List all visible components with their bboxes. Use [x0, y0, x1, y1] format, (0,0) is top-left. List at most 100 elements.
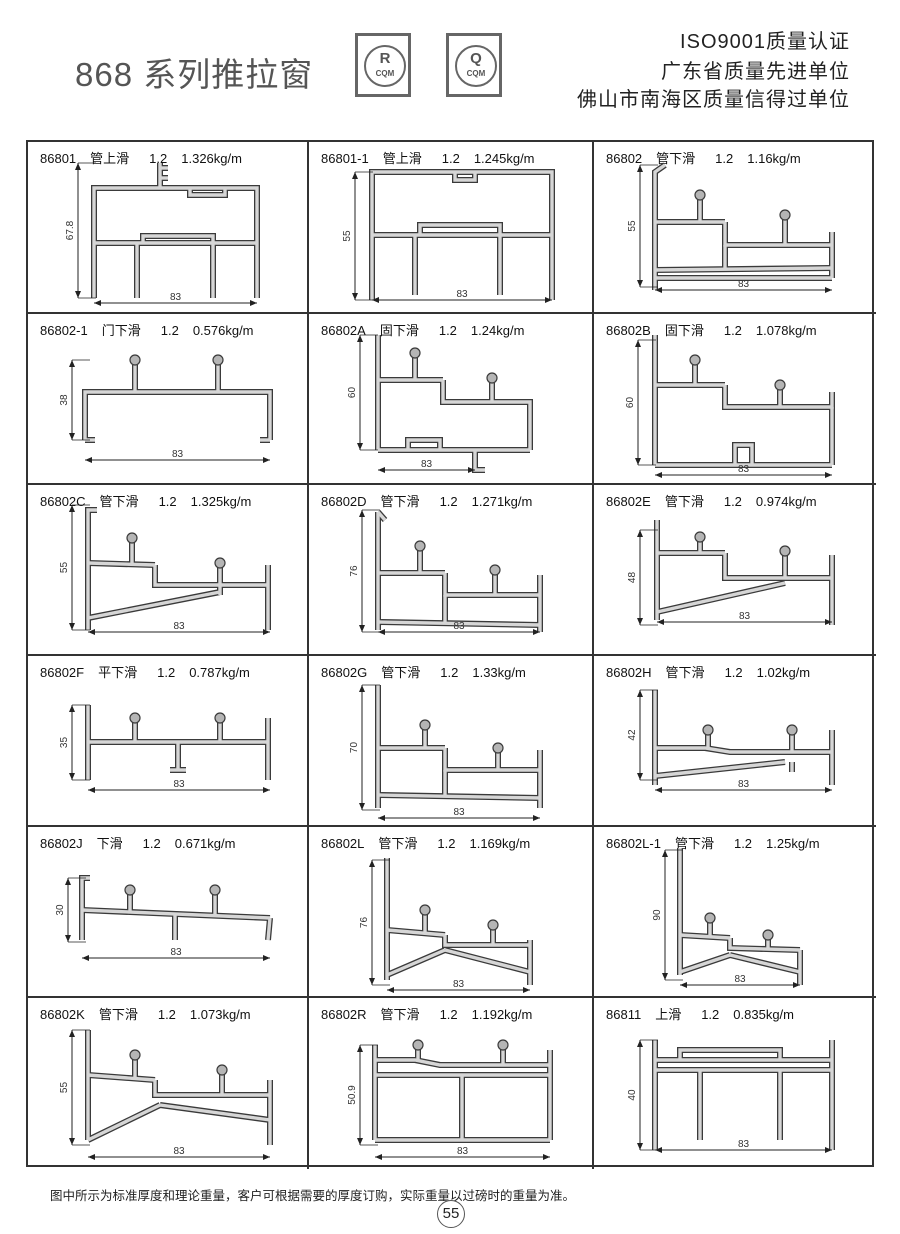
arrow-right-icon — [250, 300, 257, 306]
profile-thickness: 1.2 — [733, 836, 753, 851]
profile-cell: 86802F 平下滑 1.2 0.787kg/m — [28, 656, 309, 827]
profile-knob — [209, 884, 221, 896]
profile-fill — [729, 953, 801, 974]
height-dimension: 55 — [59, 562, 70, 574]
profile-knob — [497, 1039, 509, 1051]
width-dimension: 83 — [738, 779, 750, 790]
profile-fill — [654, 760, 786, 778]
height-dimension: 42 — [627, 729, 638, 741]
arrow-right-icon — [545, 297, 552, 303]
width-dimension: 83 — [739, 611, 751, 622]
profile-name: 管下滑 — [98, 1007, 138, 1022]
profile-thickness: 1.2 — [724, 665, 743, 680]
profile-name: 管下滑 — [664, 494, 704, 509]
profile-knob — [412, 1039, 424, 1051]
profile-thickness: 1.2 — [160, 323, 179, 338]
profile-label: 86802-1 门下滑 1.2 0.576kg/m — [40, 320, 268, 339]
arrow-right-icon — [523, 987, 530, 993]
profile-code: 86802L — [321, 836, 365, 851]
profile-knob — [212, 354, 224, 366]
profile-weight: 1.33kg/m — [472, 665, 526, 680]
profile-fill — [375, 1058, 550, 1067]
arrow-right-icon — [543, 1154, 550, 1160]
profile-weight: 1.24kg/m — [470, 323, 525, 338]
profile-outline — [722, 553, 832, 581]
profile-code: 86811 — [606, 1007, 642, 1022]
profile-thickness: 1.2 — [438, 323, 457, 338]
height-dimension: 55 — [342, 230, 353, 242]
profile-knob — [214, 557, 226, 569]
height-dimension: 40 — [627, 1089, 638, 1101]
profile-outline — [82, 389, 273, 440]
profile-knob — [414, 540, 426, 552]
height-dimension: 76 — [349, 565, 360, 577]
profile-thickness: 1.2 — [701, 1007, 720, 1022]
profile-knob — [419, 719, 431, 731]
logo-letter: R — [379, 50, 391, 67]
footer-note: 图中所示为标准厚度和理论重量，客户可根据需要的厚度订购，实际重量以过磅时的重量为… — [50, 1189, 576, 1203]
profile-code: 86802F — [40, 665, 85, 680]
profile-name: 门下滑 — [101, 323, 141, 338]
arrow-right-icon — [825, 1147, 832, 1153]
width-dimension: 83 — [453, 807, 465, 818]
profile-weight: 0.787kg/m — [189, 665, 250, 680]
profile-fill — [441, 380, 532, 450]
profile-code: 86802L-1 — [606, 836, 661, 851]
arrow-up-icon — [65, 878, 71, 885]
arrow-left-icon — [680, 982, 687, 988]
profile-thickness: 1.2 — [439, 1007, 458, 1022]
profile-code: 86802-1 — [40, 323, 88, 338]
profile-cell: 86802G 管下滑 1.2 1.33kg/m — [309, 656, 594, 827]
profile-fill — [443, 748, 540, 772]
profile-code: 86802H — [606, 665, 652, 680]
profile-knob — [124, 884, 136, 896]
profile-thickness: 1.2 — [723, 323, 742, 338]
arrow-down-icon — [65, 935, 71, 942]
width-dimension: 83 — [738, 1139, 750, 1150]
profile-weight: 0.974kg/m — [755, 494, 817, 509]
arrow-right-icon — [263, 1154, 270, 1160]
profile-outline — [440, 380, 533, 450]
width-dimension: 83 — [170, 292, 182, 303]
height-dimension: 76 — [359, 917, 370, 929]
arrow-down-icon — [635, 458, 641, 465]
height-dimension: 35 — [59, 737, 70, 749]
profile-cell: 86802A 固下滑 1.2 1.24kg/m — [309, 314, 594, 485]
arrow-left-icon — [88, 1154, 95, 1160]
profile-fill — [678, 1048, 782, 1060]
profile-fill — [81, 908, 271, 920]
profile-label: 86801-1 管上滑 1.2 1.245kg/m — [321, 148, 549, 167]
width-dimension: 83 — [456, 289, 468, 300]
profile-weight: 1.02kg/m — [756, 665, 811, 680]
width-dimension: 83 — [457, 1146, 469, 1157]
arrow-up-icon — [635, 340, 641, 347]
profile-fill — [386, 928, 446, 937]
profile-knob — [492, 742, 504, 754]
arrow-down-icon — [637, 280, 643, 287]
arrow-right-icon — [825, 287, 832, 293]
profile-weight: 1.325kg/m — [190, 494, 252, 509]
profile-thickness: 1.2 — [149, 151, 168, 166]
profile-fill — [153, 1080, 270, 1097]
profile-knob — [704, 912, 716, 924]
profile-cell: 86802 管下滑 1.2 1.16kg/m — [594, 142, 876, 314]
profile-grid: 86801 管上滑 1.2 1.326kg/m 86801-1 管上滑 1.2 1.245kg… — [26, 140, 876, 1169]
arrow-right-icon — [533, 815, 540, 821]
profile-fill — [728, 938, 801, 952]
arrow-right-icon — [825, 619, 832, 625]
arrow-left-icon — [88, 629, 95, 635]
arrow-left-icon — [387, 987, 394, 993]
profile-code: 86802A — [321, 323, 366, 338]
profile-label: 86802E 管下滑 1.2 0.974kg/m — [606, 491, 831, 510]
profile-fill — [654, 266, 833, 272]
height-dimension: 55 — [59, 1082, 70, 1094]
page-number: 55 — [437, 1200, 465, 1228]
height-dimension: 30 — [55, 904, 66, 916]
profile-label: 86802R 管下滑 1.2 1.192kg/m — [321, 1004, 546, 1023]
profile-label: 86802G 管下滑 1.2 1.33kg/m — [321, 662, 540, 681]
width-dimension: 83 — [453, 621, 465, 632]
profile-weight: 0.835kg/m — [733, 1007, 794, 1022]
profile-knob — [419, 904, 431, 916]
arrow-right-icon — [263, 787, 270, 793]
arrow-left-icon — [94, 300, 101, 306]
